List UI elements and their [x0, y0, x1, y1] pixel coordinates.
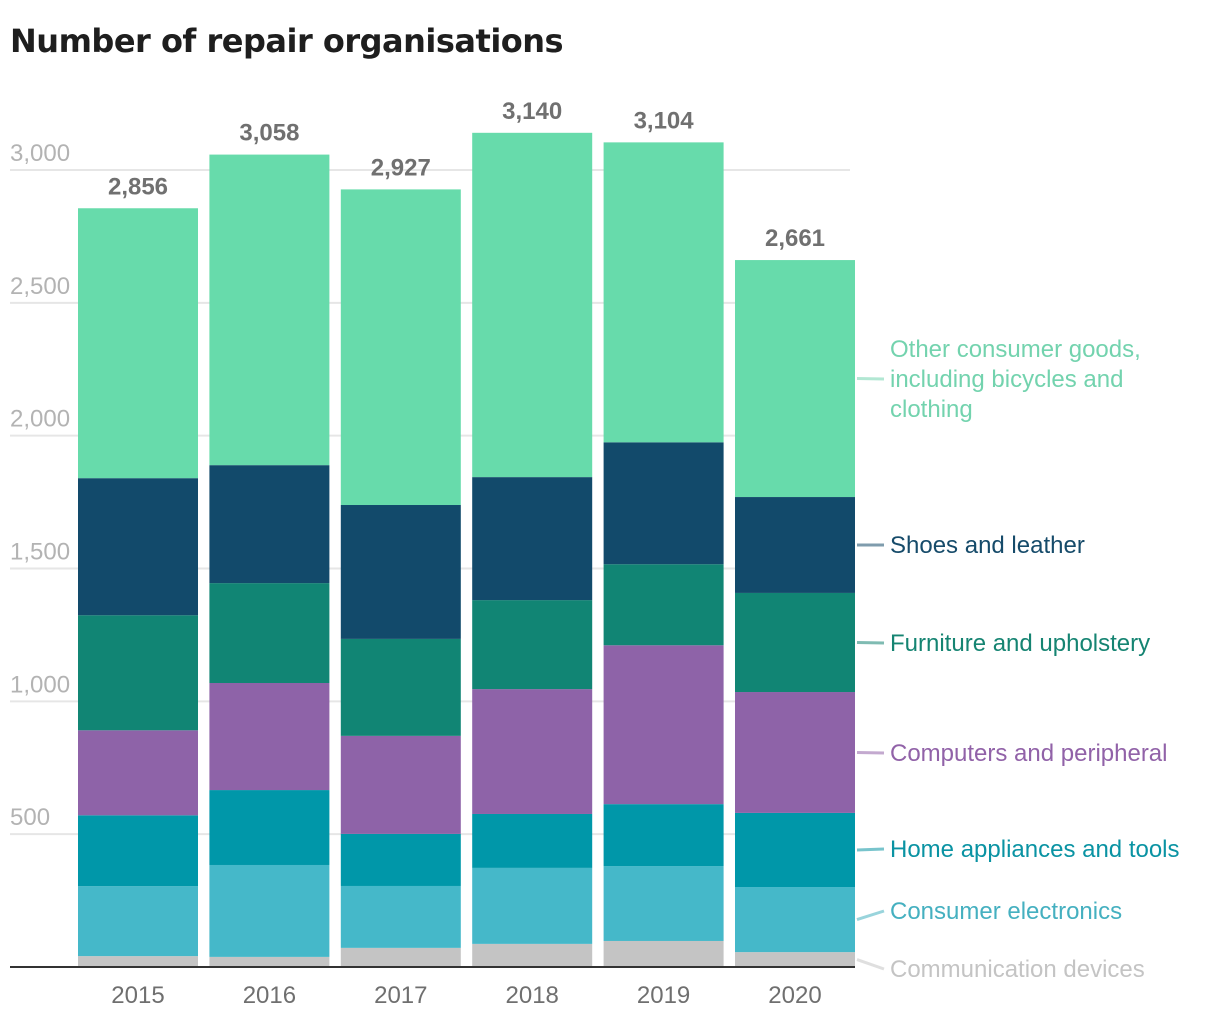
- legend-connector: [856, 847, 885, 852]
- legend-label-line: including bicycles and: [890, 366, 1123, 393]
- bar-segment: [78, 478, 198, 616]
- legend-label-line: Communication devices: [890, 956, 1145, 983]
- legend-label: Computers and peripheral: [890, 740, 1168, 767]
- bar-segment: [472, 689, 593, 814]
- bar-segment: [735, 260, 855, 498]
- legend-connector: [856, 640, 885, 645]
- bar-segment: [209, 154, 330, 466]
- legend-label-line: Furniture and upholstery: [890, 630, 1150, 657]
- bar-segment: [603, 804, 724, 867]
- x-axis: 2015 2016 2017 2018 2019 2020: [10, 966, 855, 1009]
- total-label: 3,058: [239, 120, 299, 147]
- bar-segment: [209, 465, 330, 584]
- bar-segment: [209, 864, 330, 957]
- legend-connector: [856, 750, 885, 755]
- legend-connector: [856, 909, 885, 922]
- bar-segment: [340, 505, 461, 639]
- legend-connector: [856, 958, 885, 971]
- legend-label: Furniture and upholstery: [890, 630, 1150, 657]
- bar-segment: [603, 645, 724, 805]
- bar-segment: [735, 887, 855, 953]
- bar-segment: [209, 956, 330, 967]
- legend-label-line: Computers and peripheral: [890, 740, 1168, 767]
- bar-segment: [603, 564, 724, 646]
- legend-label: Other consumer goods, including bicycles …: [890, 336, 1141, 423]
- legend-label-line: clothing: [890, 396, 973, 423]
- bar-segment: [78, 615, 198, 731]
- bar-segment: [78, 886, 198, 957]
- bar-segment: [472, 600, 593, 690]
- bar-segment: [78, 730, 198, 816]
- bar-segment: [735, 692, 855, 813]
- y-tick-label: 2,000: [10, 406, 70, 433]
- bar-segment: [472, 943, 593, 967]
- legend-label-line: Consumer electronics: [890, 898, 1122, 925]
- x-tick-label: 2019: [637, 982, 690, 1009]
- y-tick-label: 500: [10, 804, 50, 831]
- chart-title: Number of repair organisations: [10, 22, 564, 60]
- x-tick-label: 2016: [243, 982, 296, 1009]
- x-tick-label: 2018: [506, 982, 559, 1009]
- bar-segment: [340, 885, 461, 948]
- bar-segment: [735, 952, 855, 967]
- bar-segment: [209, 790, 330, 865]
- x-tick-label: 2020: [768, 982, 821, 1009]
- y-tick-label: 2,500: [10, 273, 70, 300]
- legend: Communication devices Consumer electronic…: [856, 336, 1180, 983]
- bars: [78, 132, 855, 967]
- total-label: 2,927: [371, 154, 431, 181]
- bar-segment: [472, 867, 593, 944]
- bar-segment: [209, 583, 330, 684]
- x-tick-label: 2015: [111, 982, 164, 1009]
- bar-segment: [472, 477, 593, 601]
- bar-segment: [603, 866, 724, 941]
- total-label: 3,104: [634, 107, 695, 134]
- legend-label: Home appliances and tools: [890, 836, 1180, 863]
- total-label: 2,856: [108, 173, 168, 200]
- legend-label: Communication devices: [890, 956, 1145, 983]
- bar-segment: [78, 956, 198, 967]
- total-label: 2,661: [765, 225, 825, 252]
- bar-segment: [340, 638, 461, 736]
- bar-segment: [603, 142, 724, 443]
- bar-segment: [735, 497, 855, 593]
- bar-segment: [340, 833, 461, 886]
- bar-segment: [340, 189, 461, 506]
- total-labels: 2,856 3,058 2,927 3,140 3,104 2,661: [108, 98, 825, 252]
- bar-segment: [78, 815, 198, 887]
- legend-label-line: Home appliances and tools: [890, 836, 1180, 863]
- bar-segment: [735, 592, 855, 693]
- total-label: 3,140: [502, 98, 562, 125]
- bar-segment: [735, 812, 855, 888]
- legend-label: Consumer electronics: [890, 898, 1122, 925]
- legend-label: Shoes and leather: [890, 532, 1085, 559]
- bar-segment: [209, 683, 330, 791]
- bar-segment: [472, 813, 593, 868]
- y-tick-label: 3,000: [10, 140, 70, 167]
- bar-segment: [340, 947, 461, 967]
- y-axis: 500 1,000 1,500 2,000 2,500 3,000: [10, 140, 70, 831]
- bar-segment: [78, 208, 198, 479]
- legend-label-line: Other consumer goods,: [890, 336, 1141, 363]
- bar-segment: [340, 735, 461, 834]
- y-tick-label: 1,000: [10, 671, 70, 698]
- bar-segment: [603, 940, 724, 967]
- y-tick-label: 1,500: [10, 539, 70, 566]
- legend-label-line: Shoes and leather: [890, 532, 1085, 559]
- bar-segment: [603, 442, 724, 565]
- x-tick-label: 2017: [374, 982, 427, 1009]
- bar-segment: [472, 132, 593, 478]
